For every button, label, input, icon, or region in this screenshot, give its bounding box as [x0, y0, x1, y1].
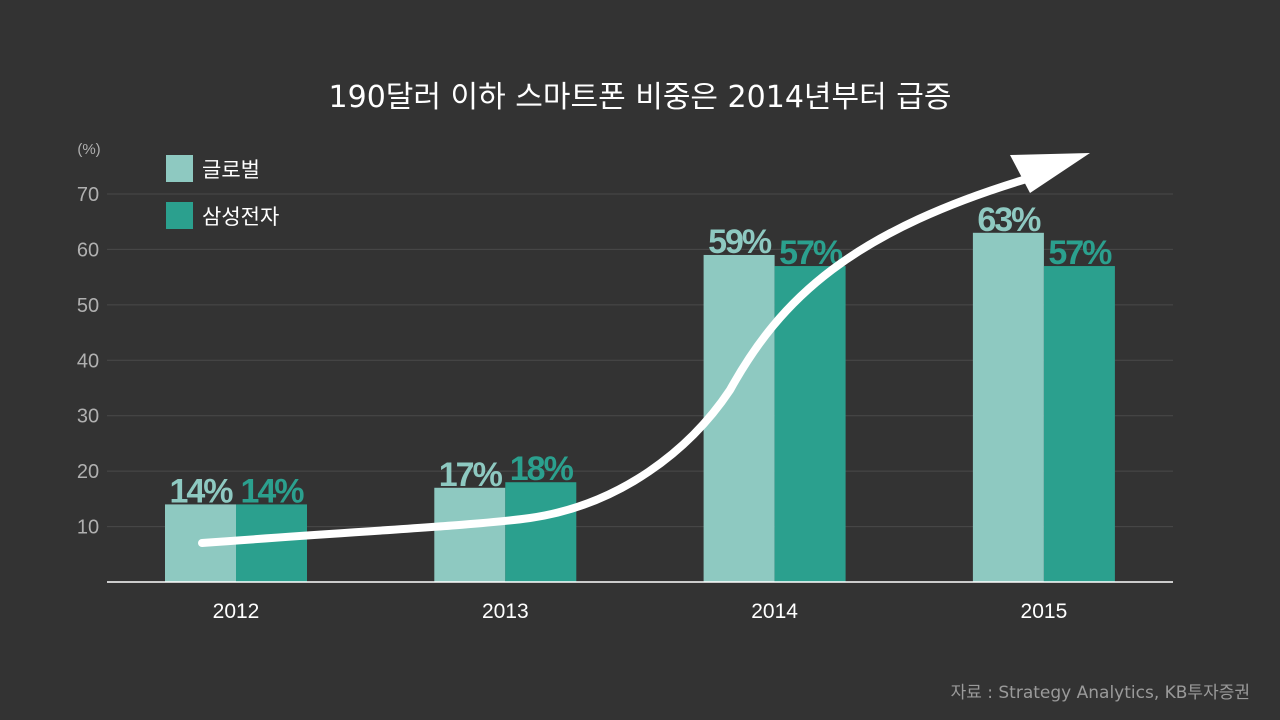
data-label-global-2015: 63% [977, 201, 1041, 239]
trend-arrow-curve [198, 171, 1044, 547]
x-tick-layer: 2012 2013 2014 2015 [213, 600, 1068, 623]
value-label-layer: 14% 14% 17% 18%59% 57%63%57% [169, 201, 1114, 511]
data-label-samsung-2012: 14% [240, 472, 304, 510]
legend: 글로벌 삼성전자 [166, 155, 279, 229]
x-tick-label-2014: 2014 [751, 600, 798, 623]
y-tick-label: 60 [77, 239, 99, 261]
x-tick-label-2013: 2013 [482, 600, 529, 623]
bar-global-2015 [972, 232, 1044, 583]
y-tick-label: 30 [77, 406, 99, 428]
bar-samsung-2015 [1043, 266, 1115, 582]
legend-label-global: 글로벌 [202, 158, 260, 182]
y-axis-unit-label: (%) [77, 141, 100, 158]
x-tick-label-2012: 2012 [213, 600, 260, 623]
x-tick-label-2015: 2015 [1021, 600, 1068, 623]
legend-label-samsung: 삼성전자 [202, 205, 279, 229]
legend-swatch-samsung [166, 202, 193, 229]
source-note: 자료 : Strategy Analytics, KB투자증권 [950, 683, 1250, 703]
data-label-global-2014: 59% [708, 223, 772, 261]
data-label-samsung-2015: 57% [1048, 234, 1112, 272]
y-tick-label: 20 [77, 461, 99, 483]
data-label-global-2013: 17% [439, 456, 503, 494]
trend-arrow [198, 153, 1090, 547]
bar-samsung-2013 [505, 482, 577, 582]
legend-swatch-global [166, 155, 193, 182]
bar-global-2013 [434, 487, 506, 582]
y-tick-label: 50 [77, 295, 99, 317]
y-tick-layer: 10 20 30 40 50 60 70 [77, 184, 99, 539]
data-label-samsung-2013: 18% [510, 450, 574, 488]
y-tick-label: 10 [77, 517, 99, 539]
bar-layer [165, 232, 1115, 583]
trend-arrow-head [1010, 153, 1090, 193]
bar-samsung-2014 [774, 266, 846, 582]
chart-title: 190달러 이하 스마트폰 비중은 2014년부터 급증 [328, 80, 952, 115]
y-tick-label: 40 [77, 350, 99, 372]
data-label-global-2012: 14% [169, 472, 233, 510]
bar-global-2014 [703, 254, 775, 582]
y-tick-label: 70 [77, 184, 99, 206]
